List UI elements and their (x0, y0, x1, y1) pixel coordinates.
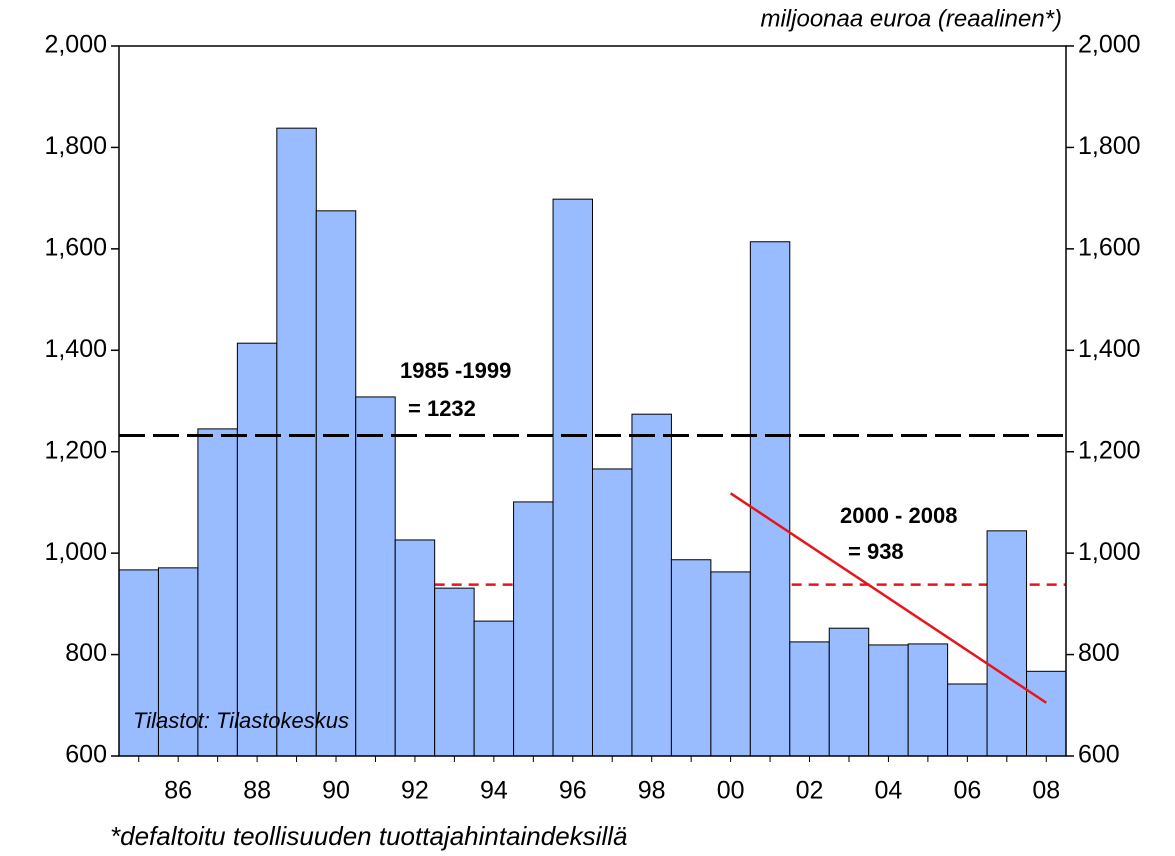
x-tick-label: 08 (1032, 777, 1060, 805)
plot-frame (118, 45, 1067, 757)
bar (749, 241, 791, 757)
x-tick-label: 94 (480, 777, 508, 805)
x-tick-label: 86 (164, 777, 192, 805)
bar (789, 641, 830, 757)
y-tick-label: 600 (65, 741, 107, 769)
y2-tick-label: 1,800 (1078, 132, 1141, 160)
y-tick-label: 1,600 (44, 233, 107, 261)
y-tick-label: 1,200 (44, 436, 107, 464)
x-tick-label: 04 (875, 777, 903, 805)
bar (828, 627, 870, 757)
y-tick-label: 1,400 (44, 335, 107, 363)
bar (986, 530, 1028, 757)
bar (552, 198, 594, 757)
x-tick-label: 02 (796, 777, 824, 805)
annotation: = 938 (848, 539, 904, 564)
bar (118, 569, 159, 757)
bar (710, 571, 751, 757)
bar (631, 413, 672, 757)
bar (868, 644, 909, 757)
bar (394, 539, 436, 757)
bar (907, 643, 949, 757)
y2-tick-label: 1,200 (1078, 436, 1141, 464)
bar (315, 210, 357, 757)
y2-tick-label: 800 (1078, 639, 1120, 667)
bar (197, 428, 238, 757)
y-tick-label: 2,000 (44, 31, 107, 59)
y2-tick-label: 2,000 (1078, 31, 1141, 59)
trend-line (729, 492, 1047, 704)
x-tick-label: 98 (638, 777, 666, 805)
bar (670, 559, 712, 757)
bar (236, 342, 278, 757)
y-tick-label: 1,000 (44, 538, 107, 566)
bar (355, 396, 396, 757)
unit-label: miljoonaa euroa (reaalinen*) (760, 5, 1062, 32)
annotation: 1985 -1999 (400, 358, 511, 383)
y2-tick-label: 1,000 (1078, 538, 1141, 566)
source: Tilastot: Tilastokeskus (133, 708, 349, 733)
x-tick-label: 96 (559, 777, 587, 805)
annotation: = 1232 (408, 396, 476, 421)
x-tick-label: 88 (243, 777, 271, 805)
y2-tick-label: 1,600 (1078, 233, 1141, 261)
x-tick-label: 06 (953, 777, 981, 805)
x-tick-label: 00 (717, 777, 745, 805)
bar (947, 683, 988, 757)
annotation: 2000 - 2008 (840, 503, 957, 528)
y-tick-label: 800 (65, 639, 107, 667)
y2-tick-label: 600 (1078, 741, 1120, 769)
y-tick-label: 1,800 (44, 132, 107, 160)
bar (473, 620, 515, 757)
bar (592, 468, 633, 757)
bar (1026, 670, 1067, 757)
bar (276, 127, 317, 757)
x-tick-label: 90 (322, 777, 350, 805)
bar (513, 501, 554, 757)
y2-tick-label: 1,400 (1078, 335, 1141, 363)
bar (434, 587, 475, 757)
footnote: *defaltoitu teollisuuden tuottajahintain… (110, 821, 627, 851)
x-tick-label: 92 (401, 777, 429, 805)
